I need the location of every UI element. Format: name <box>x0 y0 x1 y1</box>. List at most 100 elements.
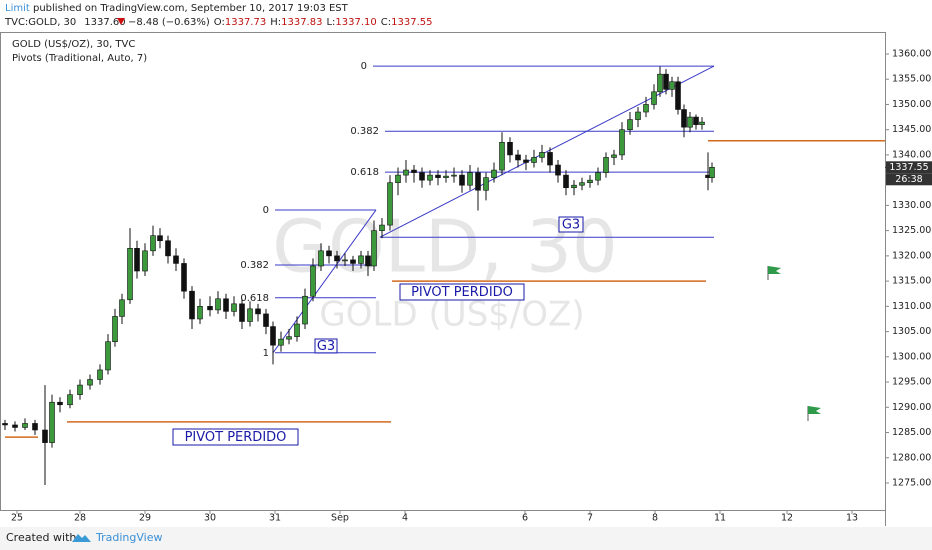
candle-body <box>207 306 213 311</box>
candle-body <box>42 429 48 443</box>
candle-body <box>239 303 245 322</box>
candle-body <box>651 91 657 105</box>
y-tick-label: 1290.00 <box>892 402 931 413</box>
x-tick-label: 31 <box>269 513 281 524</box>
fib-label: 0.618 <box>240 293 269 304</box>
annotations: G3 G3 PIVOT PERDIDO PIVOT PERDIDO <box>172 216 584 446</box>
candle-body <box>709 166 715 178</box>
candle-body <box>693 116 699 125</box>
header-line-1: Limit published on TradingView.com, Sept… <box>5 3 349 14</box>
candle-body <box>467 172 473 186</box>
candle-body <box>619 129 625 156</box>
candle-body <box>294 323 300 337</box>
candle-body <box>77 384 83 395</box>
annotation: G3 <box>562 218 580 233</box>
last: 1337.60 <box>84 17 125 28</box>
candle-body <box>127 247 133 301</box>
fib-label: 0 <box>361 61 367 72</box>
candle-body <box>595 172 601 181</box>
watermark-sub: GOLD (US$/OZ) <box>319 295 584 335</box>
candle-body <box>611 154 617 158</box>
candle-body <box>142 250 148 272</box>
y-tick-label: 1275.00 <box>892 477 931 488</box>
candle-body <box>507 142 513 156</box>
candle-body <box>165 240 171 257</box>
candle-body <box>263 313 269 327</box>
publisher[interactable]: Limit <box>5 3 30 14</box>
candle-body <box>87 379 93 386</box>
ohlc-c: 1337.55 <box>391 17 432 28</box>
annotation-box <box>172 428 299 446</box>
candle-body <box>22 423 28 428</box>
candle-body <box>112 316 118 342</box>
annotation: G3 <box>317 339 335 354</box>
annotation-box <box>558 216 584 233</box>
candle-body <box>197 306 203 320</box>
y-tick-label: 1295.00 <box>892 377 931 388</box>
candle-body <box>223 298 229 312</box>
candle-body <box>699 121 705 125</box>
candle-body <box>411 169 417 173</box>
candle-body <box>12 424 18 428</box>
candle-body <box>371 230 377 267</box>
x-tick-label: 29 <box>139 513 151 524</box>
x-tick-label: 30 <box>204 513 216 524</box>
footer-bar <box>0 527 932 550</box>
fib-label: 0 <box>263 205 269 216</box>
candle-body <box>627 119 633 130</box>
candle-body <box>587 179 593 183</box>
candle-body <box>67 394 73 406</box>
y-tick-label: 1310.00 <box>892 301 931 312</box>
candle-body <box>675 81 681 110</box>
annotation: PIVOT PERDIDO <box>411 285 513 300</box>
ohlc-o: 1337.73 <box>225 17 266 28</box>
x-tick-label: 25 <box>11 513 23 524</box>
candle-body <box>663 73 669 90</box>
candle-body <box>134 247 140 272</box>
candle-body <box>350 259 356 264</box>
candle-body <box>483 177 489 191</box>
candle-body <box>97 369 103 380</box>
y-tick-label: 1320.00 <box>892 250 931 261</box>
candle-body <box>547 152 553 166</box>
flag <box>807 406 821 421</box>
candle-body <box>278 338 284 346</box>
candle-body <box>157 235 163 242</box>
y-tick-label: 1355.00 <box>892 74 931 85</box>
candle-body <box>173 255 179 264</box>
candle-body <box>379 224 385 231</box>
y-tick-label: 1340.00 <box>892 149 931 160</box>
candle-body <box>475 172 481 191</box>
last-price-box <box>886 161 932 174</box>
chart-title: GOLD (US$/OZ), 30, TVC <box>12 39 135 50</box>
candle-body <box>687 116 693 128</box>
candle-body <box>539 152 545 158</box>
y-tick-label: 1300.00 <box>892 351 931 362</box>
candle-body <box>531 157 537 163</box>
candle-body <box>435 174 441 178</box>
x-tick-label: 7 <box>587 513 593 524</box>
countdown-label: 26:38 <box>895 174 922 185</box>
candle-body <box>32 423 38 431</box>
candle-body <box>342 259 348 262</box>
y-tick-label: 1285.00 <box>892 427 931 438</box>
annotation: PIVOT PERDIDO <box>185 430 287 445</box>
y-tick-label: 1325.00 <box>892 225 931 236</box>
footer-created: Created with <box>6 531 76 544</box>
candle-body <box>635 111 641 120</box>
candle-body <box>681 109 687 128</box>
footer-brand[interactable]: TradingView <box>95 531 162 544</box>
y-tick-label: 1280.00 <box>892 452 931 463</box>
candle-body <box>49 401 55 443</box>
ohlc-h-label: H: <box>270 17 281 28</box>
candle-body <box>657 73 663 93</box>
countdown-box <box>886 173 932 186</box>
x-tick-label: 12 <box>781 513 793 524</box>
ohlc-l-label: L: <box>326 17 335 28</box>
flag <box>767 266 781 280</box>
fib-label: 0.382 <box>350 126 379 137</box>
candle-body <box>643 104 649 113</box>
candle-body <box>189 290 195 320</box>
candle-body <box>603 157 609 173</box>
